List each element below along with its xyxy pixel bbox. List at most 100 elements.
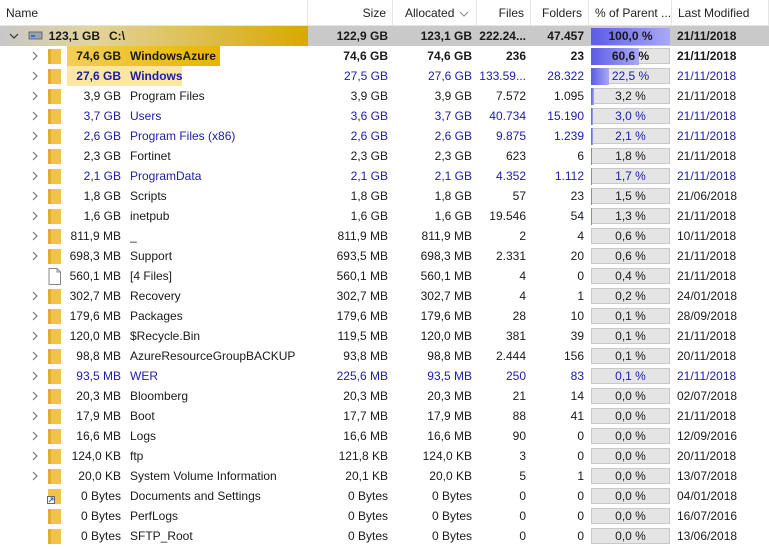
percent-label: 0,2 % <box>615 289 646 303</box>
modified-cell: 21/11/2018 <box>677 49 737 63</box>
column-header[interactable]: Name <box>0 0 308 26</box>
size-cell: 0 Bytes <box>347 489 388 503</box>
size-cell: 119,5 MB <box>337 329 388 343</box>
files-cell: 28 <box>512 309 526 323</box>
size-cell: 121,8 KB <box>338 449 388 463</box>
allocated-cell: 698,3 MB <box>420 249 472 263</box>
item-icon <box>48 389 61 404</box>
percent-label: 0,0 % <box>615 389 646 403</box>
expander[interactable] <box>30 351 40 361</box>
folder-size: 1,8 GB <box>83 189 121 203</box>
expander[interactable] <box>30 211 40 221</box>
folders-cell: 10 <box>570 309 584 323</box>
percent-label: 0,0 % <box>615 449 646 463</box>
modified-cell: 12/09/2016 <box>677 429 738 443</box>
expander[interactable] <box>30 431 40 441</box>
expander[interactable] <box>30 331 40 341</box>
folder-size: 20,3 MB <box>76 389 121 403</box>
allocated-cell: 811,9 MB <box>421 229 472 243</box>
item-icon <box>48 69 61 84</box>
expander[interactable] <box>30 51 40 61</box>
size-cell: 1,6 GB <box>350 209 388 223</box>
percent-label: 0,6 % <box>615 249 646 263</box>
modified-cell: 21/11/2018 <box>677 369 737 383</box>
modified-cell: 21/11/2018 <box>677 249 737 263</box>
folder-name: WER <box>130 369 158 383</box>
expander[interactable] <box>30 311 40 321</box>
folder-size: 124,0 KB <box>71 449 121 463</box>
allocated-cell: 1,6 GB <box>434 209 472 223</box>
expander[interactable] <box>30 171 40 181</box>
modified-cell: 21/11/2018 <box>677 409 737 423</box>
percent-label: 0,0 % <box>615 429 646 443</box>
allocated-cell: 179,6 MB <box>420 309 472 323</box>
folders-cell: 0 <box>577 449 584 463</box>
expander[interactable] <box>30 151 40 161</box>
folders-cell: 6 <box>577 149 584 163</box>
allocated-cell: 0 Bytes <box>431 509 472 523</box>
percent-label: 2,1 % <box>615 129 646 143</box>
folder-size: 0 Bytes <box>80 529 121 543</box>
folder-size: 811,9 MB <box>70 229 121 243</box>
folders-cell: 1.239 <box>553 129 584 143</box>
folder-name: PerfLogs <box>130 509 179 523</box>
column-header[interactable]: Folders <box>531 0 589 26</box>
item-icon <box>48 209 61 224</box>
folder-size: 74,6 GB <box>76 49 121 63</box>
size-highlight <box>67 66 182 86</box>
allocated-cell: 0 Bytes <box>431 529 472 543</box>
folder-size: 20,0 KB <box>78 469 121 483</box>
folders-cell: 1 <box>577 289 584 303</box>
folder-name: WindowsAzure <box>130 49 216 63</box>
expander[interactable] <box>30 111 40 121</box>
column-header[interactable]: Files <box>477 0 531 26</box>
size-highlight <box>67 46 220 66</box>
size-cell: 225,6 MB <box>336 369 388 383</box>
expander[interactable] <box>30 451 40 461</box>
folders-cell: 28.322 <box>547 69 584 83</box>
percent-bar <box>591 208 593 225</box>
folders-cell: 15.190 <box>547 109 584 123</box>
expander[interactable] <box>30 291 40 301</box>
size-cell: 3,6 GB <box>350 109 388 123</box>
expander[interactable] <box>30 391 40 401</box>
column-header[interactable]: Allocated <box>393 0 477 26</box>
size-cell: 0 Bytes <box>347 529 388 543</box>
expander[interactable] <box>30 191 40 201</box>
item-icon <box>48 369 61 384</box>
expander[interactable] <box>30 71 40 81</box>
expander[interactable] <box>30 231 40 241</box>
column-header[interactable]: Last Modified <box>672 0 769 26</box>
folder-size: 179,6 MB <box>69 309 121 323</box>
modified-cell: 13/06/2018 <box>677 529 738 543</box>
allocated-cell: 1,8 GB <box>434 189 472 203</box>
percent-label: 0,1 % <box>615 369 646 383</box>
item-icon <box>48 129 61 144</box>
folders-cell: 1 <box>577 469 584 483</box>
folder-name: SFTP_Root <box>130 529 193 543</box>
expander[interactable] <box>30 131 40 141</box>
folder-size: 17,9 MB <box>76 409 121 423</box>
percent-track <box>591 528 670 544</box>
folder-name: Program Files <box>130 89 205 103</box>
folder-name: ProgramData <box>130 169 202 183</box>
column-header[interactable]: Size <box>308 0 393 26</box>
folder-size: 16,6 MB <box>76 429 121 443</box>
folders-cell: 47.457 <box>547 29 584 43</box>
folder-name: C:\ <box>109 29 125 43</box>
size-cell: 0 Bytes <box>347 509 388 523</box>
expander[interactable] <box>30 251 40 261</box>
expander[interactable] <box>30 371 40 381</box>
folders-cell: 0 <box>577 429 584 443</box>
expander[interactable] <box>30 411 40 421</box>
modified-cell: 10/11/2018 <box>677 229 737 243</box>
column-header[interactable]: % of Parent ... <box>589 0 672 26</box>
expander[interactable] <box>30 91 40 101</box>
expander[interactable] <box>9 31 19 41</box>
size-cell: 20,3 MB <box>343 389 388 403</box>
folder-size: 93,5 MB <box>76 369 121 383</box>
folder-name: Users <box>130 109 162 123</box>
expander[interactable] <box>30 471 40 481</box>
files-cell: 57 <box>512 189 526 203</box>
folder-size: 3,9 GB <box>83 89 121 103</box>
